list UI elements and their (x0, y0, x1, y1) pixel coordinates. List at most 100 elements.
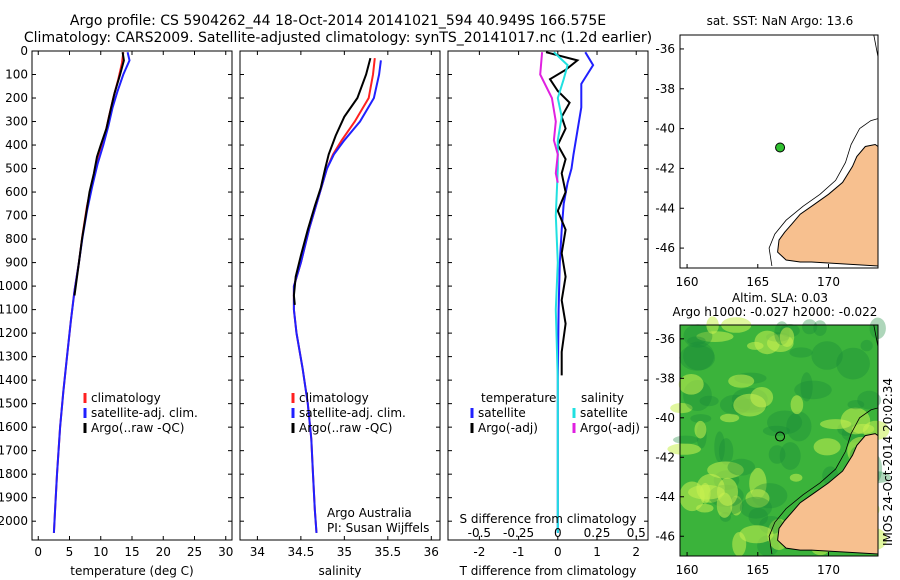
sst-map-argo-marker (775, 142, 786, 153)
plot-area: 0100200300400500600700800900100011001200… (0, 14, 895, 578)
sla-field-cell (670, 403, 693, 414)
sla-field-cell (820, 419, 852, 430)
salinity-profile-series-1 (292, 60, 382, 533)
salinity-profile-legend-label: satellite-adj. clim. (299, 406, 406, 420)
sla-map-ytick-label: -36 (655, 332, 675, 346)
sla-map-ytick-label: -44 (655, 490, 675, 504)
difference-profile-xlabel: T difference from climatology (459, 564, 637, 578)
sst-map-ytick-label: -44 (655, 201, 675, 215)
sla-field-cell (779, 327, 795, 348)
depth-tick-label: 1300 (0, 350, 28, 364)
sla-map-subtitle: Argo h1000: -0.027 h2000: -0.022 (673, 305, 878, 319)
difference-profile-xtick-label: -2 (473, 545, 485, 559)
sla-field-cell (745, 489, 770, 508)
diff-legend-label: Argo(-adj) (580, 421, 640, 435)
depth-tick-label: 400 (5, 138, 28, 152)
sla-field-cell (678, 374, 704, 395)
temperature-profile-xtick-label: 15 (124, 545, 139, 559)
sla-field-cell (727, 458, 756, 476)
temperature-profile-legend-label: climatology (91, 391, 161, 405)
temperature-profile-series-0 (52, 52, 125, 533)
sst-map-ytick-label: -40 (655, 122, 675, 136)
sla-field-cell (836, 347, 870, 380)
sla-field-cell (696, 331, 734, 342)
sla-field-cell (750, 387, 774, 408)
credit-pi: PI: Susan Wijffels (327, 521, 429, 535)
sla-field-cell (847, 400, 865, 410)
sst-map-xtick-label: 165 (746, 275, 769, 289)
sla-field-cell (800, 372, 813, 402)
salinity-profile-xtick-label: 35.5 (374, 545, 401, 559)
sla-field-cell (790, 395, 804, 415)
sst-map-ytick-label: -42 (655, 161, 675, 175)
depth-tick-label: 1600 (0, 420, 28, 434)
temperature-profile-xtick-label: 25 (187, 545, 202, 559)
diff-legend-label: Argo(-adj) (478, 421, 538, 435)
sst-map-land (777, 143, 879, 267)
salinity-profile-xtick-label: 35 (337, 545, 352, 559)
sla-map-xtick-label: 170 (817, 563, 840, 577)
sla-field-cell (748, 507, 769, 526)
temperature-profile-series-2 (73, 52, 125, 296)
sla-map-bathymetry-contour (768, 407, 879, 555)
difference-profile-xtick-label: 0 (554, 545, 562, 559)
sla-field-cell (786, 411, 812, 442)
depth-tick-label: 100 (5, 68, 28, 82)
salinity-diff-tick-label: 0 (554, 526, 562, 540)
sla-field-cell (683, 341, 715, 371)
salinity-diff-xlabel: S difference from climatology (460, 512, 637, 526)
sla-field-cell (851, 423, 875, 434)
temperature-profile-legend-label: Argo(..raw -QC) (91, 421, 184, 435)
sla-field-cell (683, 324, 713, 348)
temperature-profile-xtick-label: 0 (34, 545, 42, 559)
sla-field-cell (699, 395, 719, 407)
sst-map-bathymetry-contour (768, 118, 879, 267)
sst-map-ytick-label: -36 (655, 42, 675, 56)
salinity-diff-tick-label: -0.5 (468, 526, 491, 540)
salinity-profile-frame (239, 50, 441, 541)
salinity-diff-tick-label: 0.5 (627, 526, 646, 540)
temperature-profile-xtick-label: 5 (66, 545, 74, 559)
salinity-diff-tick-label: 0.25 (584, 526, 611, 540)
temperature-profile-xlabel: temperature (deg C) (70, 564, 193, 578)
depth-tick-label: 900 (5, 256, 28, 270)
temperature-profile-xtick-label: 30 (218, 545, 233, 559)
salinity-profile-xtick-label: 34.5 (288, 545, 315, 559)
difference-profile-xtick-label: -1 (513, 545, 525, 559)
sla-field-cell (707, 461, 744, 479)
diff-legend-label: satellite (478, 406, 526, 420)
depth-tick-label: 1900 (0, 491, 28, 505)
diff-legend-label: satellite (580, 406, 628, 420)
sst-map-xtick-label: 160 (676, 275, 699, 289)
sla-map-ytick-label: -38 (655, 371, 675, 385)
salinity-profile-xtick-label: 36 (424, 545, 439, 559)
sla-field-cell (673, 435, 699, 444)
sla-field-cell (747, 341, 764, 350)
depth-tick-label: 1800 (0, 467, 28, 481)
sla-field-cell (813, 320, 827, 336)
sla-field-cell (720, 413, 740, 423)
sla-field-cell (813, 438, 841, 456)
sla-field-cell (789, 347, 813, 358)
legend-temperature-title: temperature (481, 391, 556, 405)
sla-field-cell (857, 390, 881, 410)
sla-map-xtick-label: 160 (676, 563, 699, 577)
sla-field-cell (794, 380, 832, 400)
header-title-line1: Argo profile: CS 5904262_44 18-Oct-2014 … (70, 13, 606, 29)
sla-field-cell (694, 420, 707, 439)
temperature-profile-frame (31, 50, 233, 541)
temperature-profile-legend-label: satellite-adj. clim. (91, 406, 198, 420)
sla-map-date-label: IMOS 24-Oct-2014 20:02:34 (881, 378, 895, 546)
salinity-diff-tick-label: -0.25 (503, 526, 534, 540)
sst-map-title: sat. SST: NaN Argo: 13.6 (707, 14, 854, 28)
depth-tick-label: 1000 (0, 279, 28, 293)
sla-field-cell (739, 525, 774, 544)
sla-map-ytick-label: -42 (655, 450, 675, 464)
salinity-profile-xtick-label: 34 (250, 545, 265, 559)
salinity-profile-legend-label: climatology (299, 391, 369, 405)
depth-tick-label: 1500 (0, 397, 28, 411)
depth-tick-label: 0 (20, 44, 28, 58)
depth-tick-label: 300 (5, 115, 28, 129)
difference-profile-series-2 (553, 51, 569, 533)
